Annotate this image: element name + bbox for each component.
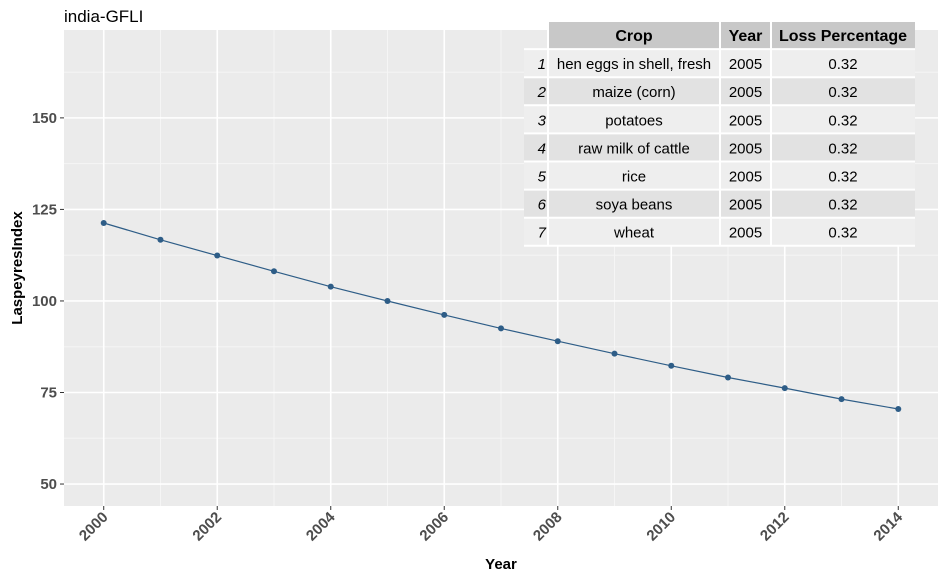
table-cell-year: 2005 bbox=[729, 56, 762, 73]
table-row-index: 5 bbox=[538, 169, 547, 186]
table-cell-crop: hen eggs in shell, fresh bbox=[557, 56, 711, 73]
x-tick-label: 2004 bbox=[303, 508, 339, 544]
data-point bbox=[270, 268, 277, 275]
x-tick-label: 2006 bbox=[416, 509, 452, 545]
data-point bbox=[668, 362, 675, 369]
data-point bbox=[441, 311, 448, 318]
table-cell-loss: 0.32 bbox=[828, 197, 857, 214]
table-header-cell: Year bbox=[729, 28, 763, 45]
table-header-bg bbox=[548, 21, 915, 50]
table-row-index: 4 bbox=[538, 140, 546, 157]
data-point bbox=[384, 297, 391, 304]
table-row-index: 7 bbox=[538, 225, 547, 242]
table-cell-year: 2005 bbox=[729, 197, 762, 214]
table-cell-year: 2005 bbox=[729, 225, 762, 242]
x-tick-label: 2002 bbox=[189, 509, 225, 545]
table-header-cell: Loss Percentage bbox=[779, 28, 907, 45]
table-cell-year: 2005 bbox=[729, 169, 762, 186]
table-row-index: 2 bbox=[537, 84, 547, 101]
table-cell-loss: 0.32 bbox=[828, 225, 857, 242]
table-cell-crop: soya beans bbox=[596, 197, 673, 214]
table-header-cell: Crop bbox=[615, 28, 653, 45]
y-tick-label: 100 bbox=[32, 293, 57, 310]
table-cell-year: 2005 bbox=[729, 112, 762, 129]
table-cell-crop: wheat bbox=[613, 225, 655, 242]
x-tick-label: 2008 bbox=[530, 509, 566, 545]
grid-minor bbox=[64, 30, 938, 506]
data-table: Crop Year Loss Percentage 1 hen eggs in shel… bbox=[524, 20, 915, 247]
data-point bbox=[781, 385, 788, 392]
table-row-index: 6 bbox=[538, 197, 547, 214]
data-point bbox=[554, 338, 561, 345]
x-tick-label: 2010 bbox=[643, 509, 679, 545]
table-cell-crop: rice bbox=[622, 169, 646, 186]
x-tick-labels: 2000 2002 2004 2006 2008 2010 2012 2014 bbox=[76, 508, 907, 544]
table-cell-year: 2005 bbox=[729, 84, 762, 101]
x-tick-label: 2000 bbox=[76, 509, 112, 545]
table-cell-crop: maize (corn) bbox=[592, 84, 675, 101]
y-tick-label: 50 bbox=[40, 476, 57, 493]
table-cell-crop: raw milk of cattle bbox=[578, 140, 690, 157]
data-point bbox=[611, 350, 618, 357]
table-row-index: 3 bbox=[538, 112, 547, 129]
table-cell-loss: 0.32 bbox=[828, 112, 857, 129]
axis-ticks bbox=[60, 117, 899, 510]
table-cell-year: 2005 bbox=[729, 140, 762, 157]
data-point bbox=[725, 374, 732, 381]
y-tick-label: 75 bbox=[40, 384, 57, 401]
x-tick-label: 2012 bbox=[757, 509, 793, 545]
table-cell-loss: 0.32 bbox=[828, 56, 857, 73]
x-axis-title: Year bbox=[485, 556, 517, 573]
data-point bbox=[838, 396, 845, 403]
x-tick-label: 2014 bbox=[870, 508, 906, 544]
y-axis-title: LaspeyresIndex bbox=[9, 211, 26, 325]
series-layer bbox=[100, 219, 902, 412]
data-point bbox=[498, 325, 504, 332]
table-cell-loss: 0.32 bbox=[828, 169, 857, 186]
data-point bbox=[100, 219, 107, 226]
table-cell-loss: 0.32 bbox=[828, 84, 857, 101]
data-point bbox=[895, 405, 902, 412]
table-cell-loss: 0.32 bbox=[828, 140, 857, 157]
table-cell-crop: potatoes bbox=[605, 112, 663, 129]
y-tick-labels: 50 75 100 125 150 bbox=[32, 110, 57, 493]
y-tick-label: 150 bbox=[32, 110, 57, 127]
y-tick-label: 125 bbox=[32, 201, 57, 218]
data-point bbox=[327, 283, 334, 290]
chart-title: india-GFLI bbox=[64, 7, 143, 26]
table-row-index: 1 bbox=[538, 56, 546, 73]
data-point bbox=[157, 236, 164, 243]
data-point bbox=[214, 252, 221, 259]
